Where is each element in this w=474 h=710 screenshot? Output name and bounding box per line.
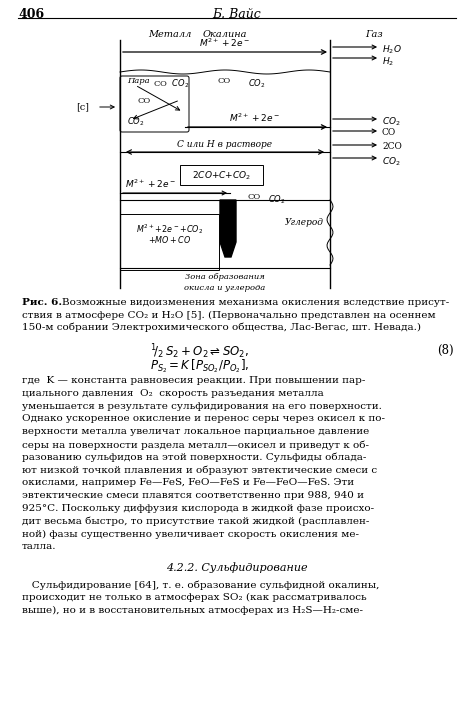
Text: циального давления  O₂  скорость разъедания металла: циального давления O₂ скорость разъедани… — [22, 389, 324, 398]
Text: Однако ускоренное окисление и перенос серы через окисел к по-: Однако ускоренное окисление и перенос се… — [22, 415, 385, 423]
Text: $M^{2+}\!+\!2e^-\!+\!CO_2$: $M^{2+}\!+\!2e^-\!+\!CO_2$ — [137, 222, 203, 236]
Text: окисла и углерода: окисла и углерода — [184, 284, 265, 292]
Text: Возможные видоизменения механизма окисления вследствие присут-: Возможные видоизменения механизма окисле… — [62, 298, 449, 307]
Text: происходит не только в атмосферах SO₂ (как рассматривалось: происходит не только в атмосферах SO₂ (к… — [22, 593, 366, 602]
Text: CO: CO — [138, 97, 151, 105]
FancyBboxPatch shape — [181, 165, 264, 185]
Text: 150-м собрании Электрохимического общества, Лас-Вегас, шт. Невада.): 150-м собрании Электрохимического общест… — [22, 323, 421, 332]
Text: $CO_2$: $CO_2$ — [382, 116, 401, 129]
Text: $P_{S_2} = K\,[P_{SO_2}/P_{O_2}],$: $P_{S_2} = K\,[P_{SO_2}/P_{O_2}],$ — [150, 357, 250, 375]
Text: CO: CO — [248, 193, 261, 201]
Text: $CO_2$: $CO_2$ — [248, 77, 265, 89]
Text: Газ: Газ — [365, 30, 383, 39]
Text: $M^{2+}+2e^-$: $M^{2+}+2e^-$ — [200, 37, 250, 49]
Text: 925°С. Поскольку диффузия кислорода в жидкой фазе происхо-: 925°С. Поскольку диффузия кислорода в жи… — [22, 504, 374, 513]
Text: уменьшается в результате сульфидирования на его поверхности.: уменьшается в результате сульфидирования… — [22, 402, 382, 410]
Text: ной) фазы существенно увеличивает скорость окисления ме-: ной) фазы существенно увеличивает скорос… — [22, 530, 359, 539]
Text: Зона образования: Зона образования — [185, 273, 265, 281]
Text: верхности металла увеличат локальное парциальное давление: верхности металла увеличат локальное пар… — [22, 427, 369, 436]
Text: серы на поверхности раздела металл—окисел и приведут к об-: серы на поверхности раздела металл—окисе… — [22, 440, 369, 449]
Text: С или Н в растворе: С или Н в растворе — [177, 140, 273, 149]
Text: дит весьма быстро, то присутствие такой жидкой (расплавлен-: дит весьма быстро, то присутствие такой … — [22, 517, 369, 526]
Text: $2CO{+}C{+}CO_2$: $2CO{+}C{+}CO_2$ — [192, 169, 252, 182]
Text: Металл: Металл — [148, 30, 191, 39]
Text: Б. Вайс: Б. Вайс — [213, 8, 261, 21]
Text: ют низкой точкой плавления и образуют эвтектические смеси с: ют низкой точкой плавления и образуют эв… — [22, 466, 377, 475]
Text: где  K — константа равновесия реакции. При повышении пар-: где K — константа равновесия реакции. Пр… — [22, 376, 365, 385]
Text: Пара: Пара — [127, 77, 150, 85]
Text: [с]: [с] — [76, 102, 89, 111]
Text: ствия в атмосфере CO₂ и H₂O [5]. (Первоначально представлен на осеннем: ствия в атмосфере CO₂ и H₂O [5]. (Первон… — [22, 310, 436, 320]
Text: Окалина: Окалина — [203, 30, 247, 39]
Text: $M^{2+}+2e^-$: $M^{2+}+2e^-$ — [229, 111, 281, 124]
Text: Углерод: Углерод — [285, 218, 324, 227]
Text: выше), но и в восстановительных атмосферах из H₂S—H₂-сме-: выше), но и в восстановительных атмосфер… — [22, 606, 363, 615]
FancyBboxPatch shape — [120, 76, 189, 132]
Text: (8): (8) — [437, 344, 453, 356]
Text: $H_2O$: $H_2O$ — [382, 44, 402, 57]
Text: 4.2.2. Сульфидирование: 4.2.2. Сульфидирование — [166, 562, 308, 573]
Text: $+MO+CO$: $+MO+CO$ — [148, 234, 191, 245]
Text: $CO_2$: $CO_2$ — [268, 193, 286, 205]
Text: разованию сульфидов на этой поверхности. Сульфиды облада-: разованию сульфидов на этой поверхности.… — [22, 453, 366, 462]
Text: окислами, например Fe—FeS, FeO—FeS и Fe—FeO—FeS. Эти: окислами, например Fe—FeS, FeO—FeS и Fe—… — [22, 479, 354, 487]
Text: $^1\!/_2\,S_2 + O_2 \rightleftharpoons SO_2,$: $^1\!/_2\,S_2 + O_2 \rightleftharpoons S… — [151, 342, 249, 361]
Text: $M^{2+}+2e^-$: $M^{2+}+2e^-$ — [125, 178, 176, 190]
Text: эвтектические смеси плавятся соответственно при 988, 940 и: эвтектические смеси плавятся соответстве… — [22, 491, 364, 501]
Text: CO  $CO_2$: CO $CO_2$ — [153, 77, 189, 89]
Text: Рис. 6.: Рис. 6. — [22, 298, 62, 307]
Text: $CO_2$: $CO_2$ — [127, 115, 145, 128]
Text: Сульфидирование [64], т. е. образование сульфидной окалины,: Сульфидирование [64], т. е. образование … — [22, 580, 379, 589]
Text: CO: CO — [218, 77, 231, 85]
Text: $H_2$: $H_2$ — [382, 55, 394, 67]
FancyBboxPatch shape — [120, 214, 219, 270]
Text: 406: 406 — [18, 8, 44, 21]
Text: CO: CO — [382, 128, 396, 137]
Text: 2CO: 2CO — [382, 142, 402, 151]
Polygon shape — [220, 200, 236, 257]
Text: талла.: талла. — [22, 542, 56, 552]
Text: $CO_2$: $CO_2$ — [382, 155, 401, 168]
